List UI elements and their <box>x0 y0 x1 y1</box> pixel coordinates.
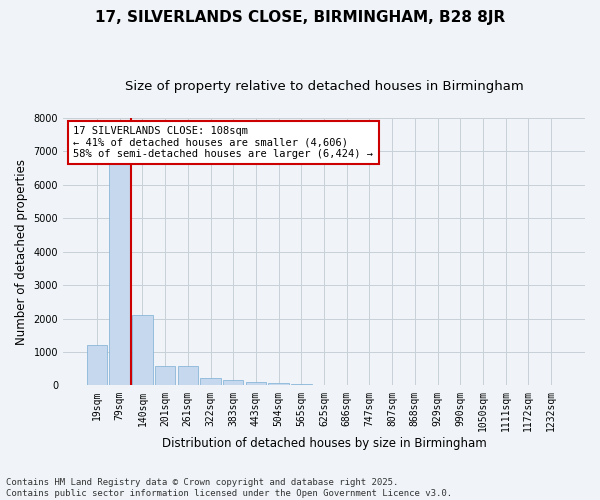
Bar <box>178 366 198 386</box>
Bar <box>223 380 244 386</box>
Text: 17 SILVERLANDS CLOSE: 108sqm
← 41% of detached houses are smaller (4,606)
58% of: 17 SILVERLANDS CLOSE: 108sqm ← 41% of de… <box>73 126 373 159</box>
Text: 17, SILVERLANDS CLOSE, BIRMINGHAM, B28 8JR: 17, SILVERLANDS CLOSE, BIRMINGHAM, B28 8… <box>95 10 505 25</box>
Bar <box>245 382 266 386</box>
Bar <box>291 384 311 386</box>
Bar <box>268 384 289 386</box>
X-axis label: Distribution of detached houses by size in Birmingham: Distribution of detached houses by size … <box>161 437 487 450</box>
Text: Contains HM Land Registry data © Crown copyright and database right 2025.
Contai: Contains HM Land Registry data © Crown c… <box>6 478 452 498</box>
Bar <box>155 366 175 386</box>
Bar <box>109 162 130 386</box>
Bar <box>314 385 334 386</box>
Bar <box>132 315 152 386</box>
Bar <box>87 346 107 386</box>
Bar <box>200 378 221 386</box>
Y-axis label: Number of detached properties: Number of detached properties <box>15 158 28 344</box>
Title: Size of property relative to detached houses in Birmingham: Size of property relative to detached ho… <box>125 80 523 93</box>
